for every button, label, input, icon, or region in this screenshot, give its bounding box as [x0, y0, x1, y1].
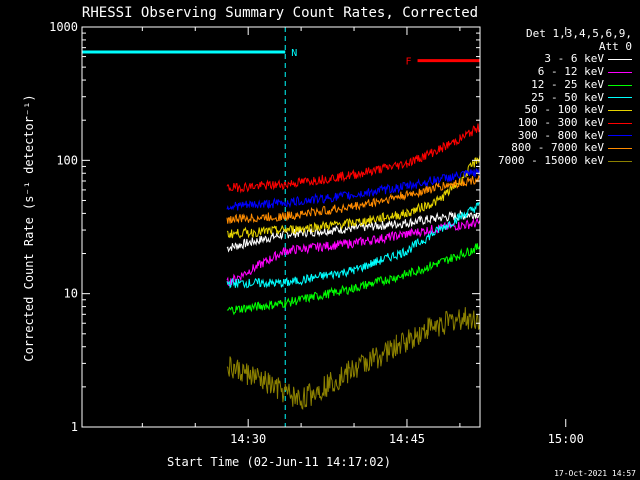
x-tick-label: 15:00 [548, 432, 584, 446]
night-label: N [291, 48, 297, 59]
legend-swatch [608, 84, 632, 86]
legend-entry: 50 - 100 keV [482, 104, 632, 117]
legend-label: 50 - 100 keV [524, 103, 604, 117]
y-tick-label: 100 [56, 153, 78, 167]
legend-label: 12 - 25 keV [531, 77, 604, 91]
legend-entry: 6 - 12 keV [482, 65, 632, 79]
series-line [226, 152, 480, 239]
series-line [226, 307, 480, 410]
legend-header-line-2: Att 0 [598, 39, 632, 53]
legend-swatch [608, 122, 632, 124]
legend-swatch [608, 71, 632, 73]
x-tick-label: 14:45 [389, 432, 425, 446]
legend-entry: 800 - 7000 keV [482, 142, 632, 155]
plot-frame [81, 26, 481, 428]
legend-entry: 3 - 6 keV [482, 53, 632, 66]
legend-label: 6 - 12 keV [537, 65, 604, 79]
legend-swatch [608, 110, 632, 112]
legend-swatch [608, 148, 632, 150]
legend-header-line-1: Det 1,3,4,5,6,9, [526, 27, 632, 40]
y-tick-label: 1000 [49, 20, 78, 34]
legend-swatch [608, 59, 632, 61]
series-line [226, 168, 480, 211]
flare-label: F [406, 57, 412, 68]
x-axis-label: Start Time (02-Jun-11 14:17:02) [167, 455, 391, 469]
chart-title: RHESSI Observing Summary Count Rates, Co… [82, 5, 478, 21]
series-line [226, 243, 480, 316]
legend-swatch [608, 160, 632, 162]
legend-swatch [608, 97, 632, 99]
x-tick-label: 14:30 [230, 432, 266, 446]
legend-label: 300 - 800 keV [517, 128, 604, 142]
timestamp: 17-Oct-2021 14:57 [554, 469, 636, 478]
legend-label: 25 - 50 keV [531, 90, 604, 104]
legend-label: 3 - 6 keV [544, 52, 604, 66]
legend-label: 100 - 300 keV [517, 115, 604, 129]
series-line [226, 217, 480, 287]
series-line [226, 202, 480, 289]
legend-swatch [608, 135, 632, 137]
legend-entry: 25 - 50 keV [482, 90, 632, 105]
legend-entry: 12 - 25 keV [482, 77, 632, 92]
y-axis-label: Corrected Count Rate (s⁻¹ detector⁻¹) [22, 94, 36, 361]
y-tick-label: 1 [71, 420, 78, 434]
legend-label: 800 - 7000 keV [511, 141, 604, 155]
legend-entry: 100 - 300 keV [482, 115, 632, 130]
series-line [226, 123, 480, 194]
series-line [226, 174, 480, 224]
legend-label: 7000 - 15000 keV [498, 154, 604, 168]
legend-entry: 7000 - 15000 keV [482, 154, 632, 168]
legend: Det 1,3,4,5,6,9, Att 0 3 - 6 keV 6 - 12 k… [482, 27, 632, 168]
data-layer: NFS [82, 27, 480, 427]
y-tick-label: 10 [64, 287, 78, 301]
legend-entry: 300 - 800 keV [482, 128, 632, 143]
